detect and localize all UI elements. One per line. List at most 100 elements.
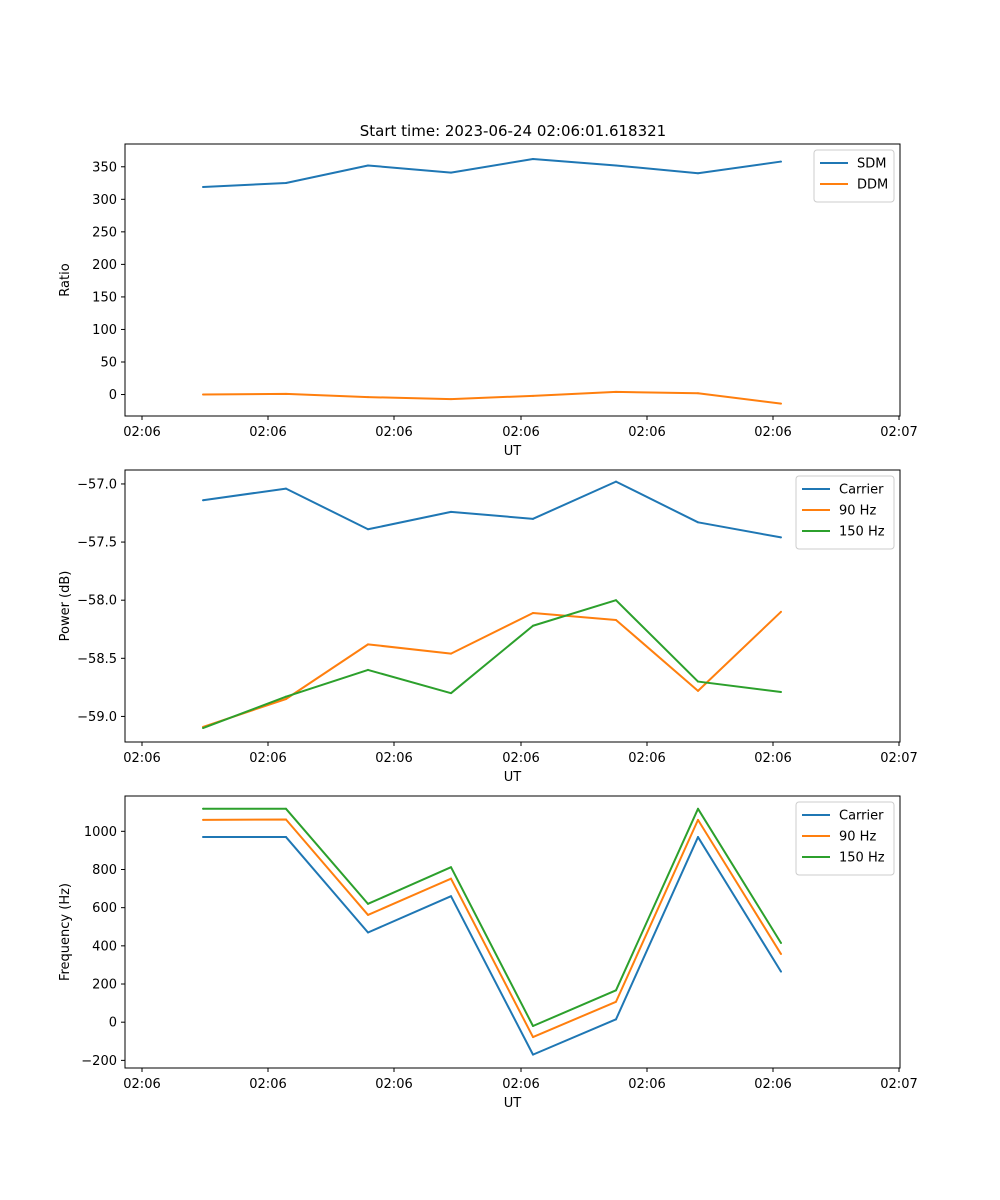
data-point xyxy=(202,807,204,810)
y-tick-label: 250 xyxy=(92,225,117,240)
data-point xyxy=(367,643,369,646)
data-point xyxy=(697,392,699,395)
series-carrier xyxy=(202,480,782,539)
y-tick-label: 100 xyxy=(92,323,117,338)
y-tick-label: 200 xyxy=(92,258,117,273)
figure-title: Start time: 2023-06-24 02:06:01.618321 xyxy=(360,122,666,140)
y-tick-label: 1000 xyxy=(84,825,117,840)
data-point xyxy=(202,393,204,396)
data-point xyxy=(780,610,782,613)
data-point xyxy=(450,692,452,695)
data-point xyxy=(202,727,204,730)
data-point xyxy=(202,836,204,839)
data-point xyxy=(780,941,782,944)
x-tick-label: 02:06 xyxy=(628,1077,665,1092)
data-point xyxy=(285,392,287,395)
series-sdm xyxy=(202,157,782,188)
y-tick-label: 150 xyxy=(92,290,117,305)
data-point xyxy=(697,521,699,524)
y-tick-label: −58.5 xyxy=(77,652,117,667)
legend-label: 90 Hz xyxy=(839,830,876,845)
data-point xyxy=(697,836,699,839)
series-line-90-hz xyxy=(202,611,782,728)
data-point xyxy=(285,695,287,698)
x-tick-label: 02:06 xyxy=(375,1077,412,1092)
x-tick-label: 02:06 xyxy=(754,1077,791,1092)
legend-label: Carrier xyxy=(839,809,884,824)
y-tick-label: −59.0 xyxy=(77,710,117,725)
data-point xyxy=(285,697,287,700)
data-point xyxy=(615,1018,617,1021)
legend-label: Carrier xyxy=(839,483,884,498)
legend-label: SDM xyxy=(857,157,886,172)
data-point xyxy=(367,396,369,399)
series-line-150-hz xyxy=(203,807,782,1028)
data-point xyxy=(202,185,204,188)
data-point xyxy=(367,913,369,916)
legend: Carrier 90 Hz 150 Hz xyxy=(795,801,895,876)
data-point xyxy=(532,1053,534,1056)
y-axis-label: Frequency (Hz) xyxy=(58,883,73,981)
y-axis-label: Ratio xyxy=(58,263,73,296)
x-axis-label: UT xyxy=(504,444,522,459)
y-tick-label: −58.0 xyxy=(77,594,117,609)
series-line-ddm xyxy=(202,390,782,405)
y-tick-label: −200 xyxy=(81,1054,117,1069)
series-line-sdm xyxy=(202,157,782,188)
x-axis-label: UT xyxy=(504,1096,522,1111)
x-tick-label: 02:06 xyxy=(502,751,539,766)
data-point xyxy=(202,499,204,502)
data-point xyxy=(615,618,617,621)
legend: Carrier 90 Hz 150 Hz xyxy=(795,475,895,550)
data-point xyxy=(780,691,782,694)
series-carrier xyxy=(202,836,782,1056)
data-point xyxy=(367,931,369,934)
data-point xyxy=(532,157,534,160)
data-point xyxy=(285,182,287,185)
data-point xyxy=(285,807,287,810)
y-tick-label: 600 xyxy=(92,901,117,916)
x-tick-label: 02:07 xyxy=(880,1077,917,1092)
panel-1: 02:06 02:06 02:06 02:06 02:06 02:06 02:07 0 50 10… xyxy=(58,143,918,459)
panel-2: 02:06 02:06 02:06 02:06 02:06 02:06 02:07 −59.0… xyxy=(58,469,918,785)
data-point xyxy=(450,895,452,898)
data-point xyxy=(532,517,534,520)
x-tick-label: 02:06 xyxy=(628,751,665,766)
data-point xyxy=(367,902,369,905)
x-axis-label: UT xyxy=(504,770,522,785)
x-tick-label: 02:06 xyxy=(754,425,791,440)
data-point xyxy=(615,1000,617,1003)
series-line-90-hz xyxy=(202,818,782,1039)
data-point xyxy=(450,398,452,401)
legend-label: 150 Hz xyxy=(839,851,885,866)
data-point xyxy=(780,953,782,956)
data-point xyxy=(285,487,287,490)
data-point xyxy=(202,818,204,821)
data-point xyxy=(532,624,534,627)
legend-label: DDM xyxy=(857,178,888,193)
data-point xyxy=(615,599,617,602)
data-point xyxy=(532,394,534,397)
y-tick-label: 200 xyxy=(92,978,117,993)
x-tick-label: 02:06 xyxy=(754,751,791,766)
data-point xyxy=(450,171,452,174)
x-tick-label: 02:06 xyxy=(123,751,160,766)
data-point xyxy=(615,390,617,393)
x-tick-label: 02:06 xyxy=(123,1077,160,1092)
x-tick-label: 02:06 xyxy=(123,425,160,440)
y-tick-label: 800 xyxy=(92,863,117,878)
panels: 02:06 02:06 02:06 02:06 02:06 02:06 02:07 0 50 10… xyxy=(58,143,918,1111)
x-tick-label: 02:06 xyxy=(628,425,665,440)
panel-3: 02:06 02:06 02:06 02:06 02:06 02:06 02:07 −200 0… xyxy=(58,795,918,1111)
series-ddm xyxy=(202,390,782,405)
data-point xyxy=(450,510,452,513)
series-90-hz xyxy=(202,818,782,1039)
data-point xyxy=(697,680,699,683)
axes-frame xyxy=(124,143,901,417)
legend-label: 150 Hz xyxy=(839,525,885,540)
series-line-carrier xyxy=(202,480,782,539)
x-tick-label: 02:07 xyxy=(880,751,917,766)
data-point xyxy=(697,689,699,692)
data-point xyxy=(285,818,287,821)
data-point xyxy=(367,528,369,531)
